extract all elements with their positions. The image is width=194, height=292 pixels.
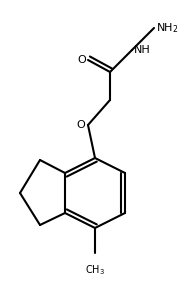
Text: CH$_3$: CH$_3$ [85,263,105,277]
Text: NH: NH [134,45,151,55]
Text: O: O [76,120,85,130]
Text: O: O [77,55,86,65]
Text: NH$_2$: NH$_2$ [156,21,178,35]
